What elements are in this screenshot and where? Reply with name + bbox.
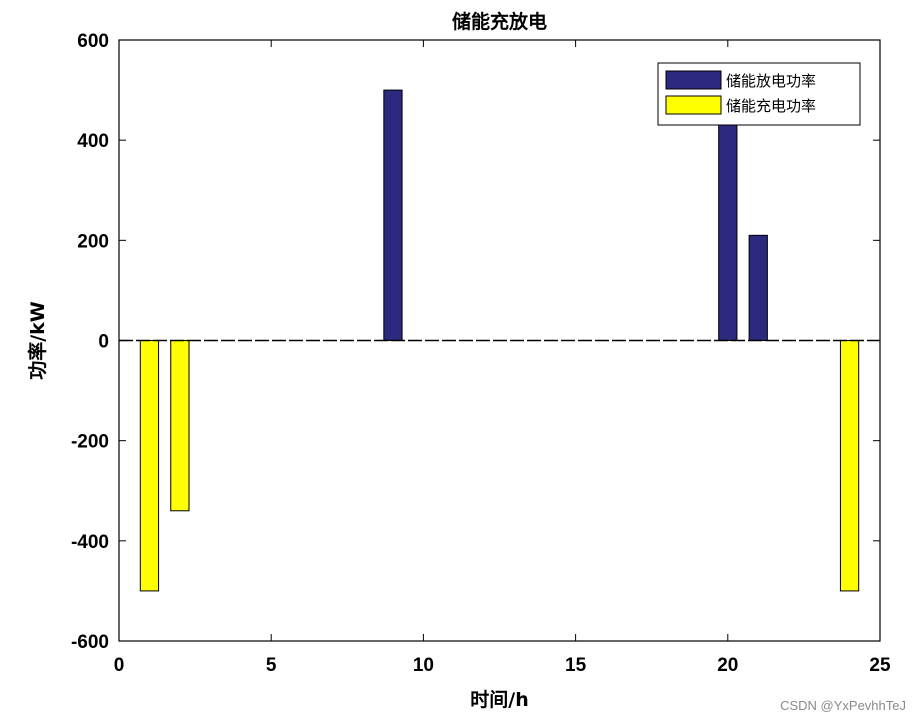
y-tick-label: 600 — [77, 31, 109, 52]
bars-group — [139, 89, 860, 592]
chart-title: 储能充放电 — [452, 10, 547, 33]
y-tick-label: -200 — [71, 432, 109, 453]
bar-discharge-21 — [748, 234, 768, 341]
x-tick-label: 25 — [869, 655, 891, 676]
y-tick-label: 200 — [77, 231, 109, 252]
y-tick-label: -400 — [71, 532, 109, 553]
x-tick-label: 5 — [266, 655, 277, 676]
bar-discharge-9 — [383, 89, 403, 342]
legend-swatch — [665, 70, 722, 90]
y-tick-label: 400 — [77, 131, 109, 152]
bar-charge-2 — [170, 340, 190, 512]
y-tick-label: 0 — [98, 332, 109, 353]
legend-label: 储能放电功率 — [726, 72, 816, 90]
legend-swatch — [665, 95, 722, 115]
x-axis-label: 时间/h — [470, 689, 528, 711]
legend-label: 储能充电功率 — [726, 97, 816, 115]
x-tick-label: 0 — [114, 655, 125, 676]
bar-charge-24 — [839, 340, 860, 592]
watermark: CSDN @YxPevhhTeJ — [780, 698, 906, 713]
x-tick-label: 10 — [413, 655, 434, 676]
x-tick-label: 15 — [565, 655, 587, 676]
y-tick-label: -600 — [71, 632, 109, 653]
bar-charge-1 — [139, 340, 160, 592]
x-tick-label: 20 — [717, 655, 738, 676]
ticks-group: 0 5 10 15 20 25 -600 -400 -200 0 200 400 600 — [71, 31, 891, 676]
bar-discharge-20 — [718, 114, 738, 341]
y-axis-label: 功率/kW — [26, 301, 49, 380]
